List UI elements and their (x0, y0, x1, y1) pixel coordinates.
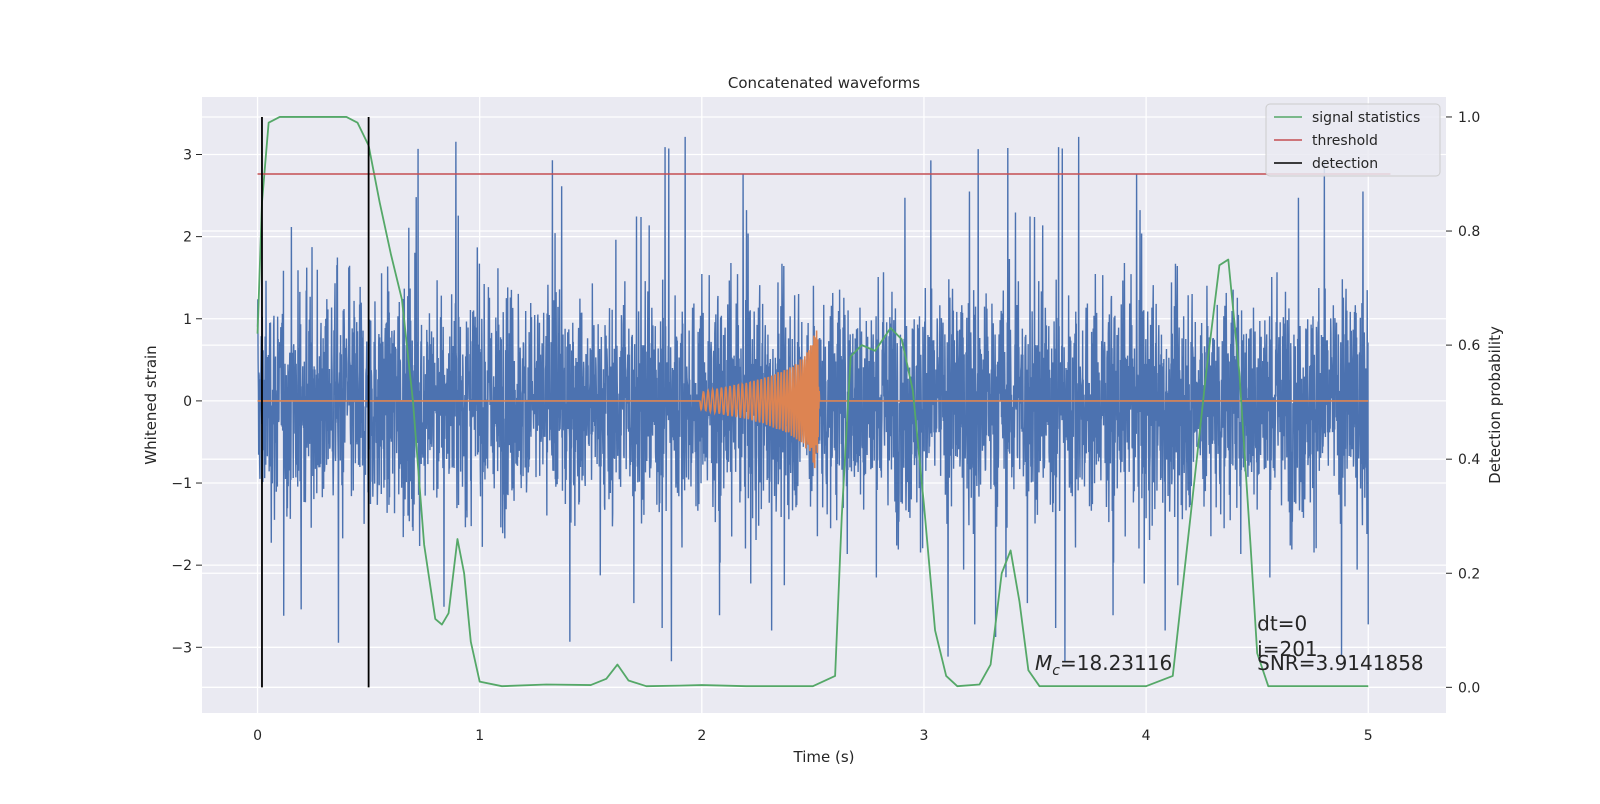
chirp-mass-annotation: Mc=18.23116 (1035, 651, 1172, 679)
index-annotation: i=201 (1257, 637, 1318, 661)
y-left-tick-label: −3 (171, 640, 192, 656)
legend-label-threshold: threshold (1312, 133, 1378, 149)
annotations: Mc=18.23116 dt=0 i=201 SNR=3.9141858 (1035, 611, 1424, 679)
y-right-tick-label: 1.0 (1458, 110, 1480, 126)
y-right-tick-label: 0.6 (1458, 338, 1480, 354)
chirp-mass-value: =18.23116 (1060, 651, 1172, 675)
signal-statistics-line (256, 116, 1369, 688)
x-axis-ticks: 0 1 2 3 4 5 (253, 728, 1373, 744)
y-left-tick-label: 2 (183, 230, 192, 246)
snr-annotation: SNR=3.9141858 (1257, 651, 1423, 675)
x-tick-label: 5 (1364, 728, 1373, 744)
legend-label-detection: detection (1312, 156, 1378, 172)
x-axis-label: Time (s) (793, 748, 855, 766)
waveform-line (257, 330, 1369, 469)
y-right-tick-label: 0.2 (1458, 566, 1480, 582)
x-tick-label: 4 (1142, 728, 1151, 744)
legend: signal statistics threshold detection (1265, 103, 1441, 177)
strain-series (256, 136, 1369, 662)
x-tick-label: 2 (697, 728, 706, 744)
y-right-tick-label: 0.0 (1458, 680, 1480, 696)
y-right-tick-label: 0.4 (1458, 452, 1480, 468)
y-left-axis-label: Whitened strain (142, 345, 160, 464)
detection-series (261, 116, 370, 688)
chirp-mass-symbol: M (1035, 651, 1052, 675)
legend-box (1265, 103, 1441, 177)
y-right-axis-label: Detection probability (1486, 326, 1504, 484)
x-tick-label: 1 (475, 728, 484, 744)
signal-statistics-series (256, 116, 1369, 688)
y-left-tick-label: 3 (183, 147, 192, 163)
dt-annotation: dt=0 (1257, 611, 1307, 635)
x-tick-label: 0 (253, 728, 262, 744)
waveform-series (257, 330, 1369, 469)
legend-label-signal-statistics: signal statistics (1312, 110, 1420, 126)
y-left-tick-label: −2 (171, 558, 192, 574)
y-left-tick-label: −1 (171, 476, 192, 492)
y-left-tick-label: 0 (183, 394, 192, 410)
y-right-tick-label: 0.8 (1458, 224, 1480, 240)
y-right-axis-ticks: 1.0 0.8 0.6 0.4 0.2 0.0 (1446, 110, 1480, 696)
y-left-tick-label: 1 (183, 312, 192, 328)
chart-title: Concatenated waveforms (728, 74, 920, 92)
strain-line (256, 136, 1369, 662)
y-left-axis-ticks: 3 2 1 0 −1 −2 −3 (171, 147, 202, 656)
x-tick-label: 3 (920, 728, 929, 744)
chirp-mass-subscript: c (1052, 663, 1060, 679)
